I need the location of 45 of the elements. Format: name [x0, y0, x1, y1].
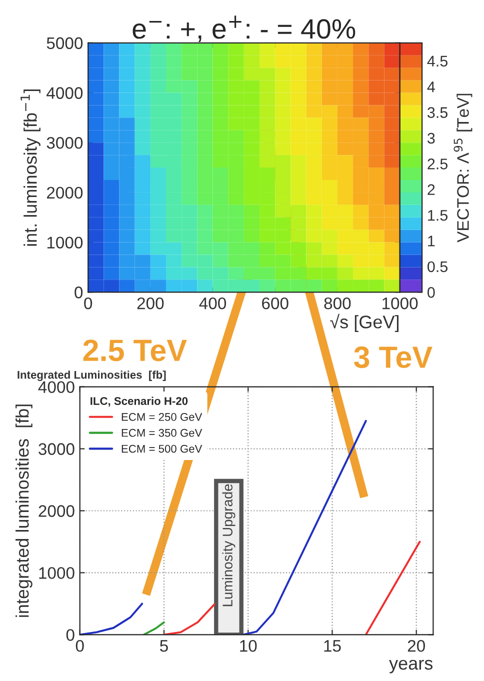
x-axis-title: √s [GeV] [330, 314, 398, 332]
color-bar-title: VECTOR: Λ$^{95}$ [TeV] [454, 94, 472, 242]
chart-title: e$^{−}$: +, e$^{+}$: - = 40% [132, 16, 356, 42]
x-tick-label: 15 [324, 640, 341, 652]
color-bar-label: 3.5 [427, 107, 448, 118]
y-tick-label: 3000 [46, 137, 83, 149]
color-bar-label: 0.5 [428, 261, 448, 272]
y-axis-title: int. luminosity [fb$^{−1}$] [20, 89, 40, 246]
color-bar-label: 1.5 [428, 210, 448, 221]
x-tick-label: 20 [408, 640, 425, 652]
x-tick-label: 10 [240, 640, 257, 652]
color-bar-label: 4.5 [427, 56, 448, 67]
color-bar-label: 4 [427, 82, 435, 92]
legend-label: ECM = 350 GeV [122, 428, 202, 437]
text: 2.5 TeV [83, 340, 187, 362]
x-tick-label: 600 [262, 297, 288, 310]
color-bar-label: 0 [428, 287, 435, 298]
legend-label: ECM = 250 GeV [122, 413, 202, 421]
legend-label: ECM = 500 GeV [122, 444, 202, 453]
x-tick-label: 5 [160, 640, 168, 652]
y-tick-label: 3000 [38, 443, 74, 455]
y-tick-label: 0 [66, 629, 74, 641]
x-tick-label: 0 [84, 297, 92, 310]
legend-title: ILC, Scenario H-20 [90, 396, 188, 407]
x-tick-label: 400 [199, 297, 226, 310]
chart-title: Integrated Luminosities [fb] [18, 370, 166, 381]
color-bar-label: 1 [428, 236, 435, 246]
y-tick-label: 2000 [46, 186, 83, 199]
y-tick-label: 4000 [46, 87, 83, 99]
color-bar-label: 2.5 [428, 158, 448, 170]
y-tick-label: 4000 [38, 381, 74, 394]
y-tick-label: 2000 [38, 505, 74, 517]
y-tick-label: 1000 [39, 567, 74, 579]
color-bar-label: 2 [428, 184, 435, 195]
x-tick-label: 1000 [382, 297, 418, 310]
x-tick-label: 800 [324, 297, 351, 310]
color-bar-label: 3 [427, 132, 435, 144]
y-axis-title: integrated luminosities [fb] [16, 404, 32, 617]
y-tick-label: 1000 [47, 236, 83, 249]
y-tick-label: 0 [74, 286, 83, 298]
band-label: Luminosity Upgrade [222, 484, 236, 606]
text: 3 TeV [354, 346, 432, 368]
x-tick-label: 200 [137, 297, 164, 310]
y-tick-label: 5000 [46, 37, 83, 50]
x-axis-title: years [389, 660, 433, 674]
